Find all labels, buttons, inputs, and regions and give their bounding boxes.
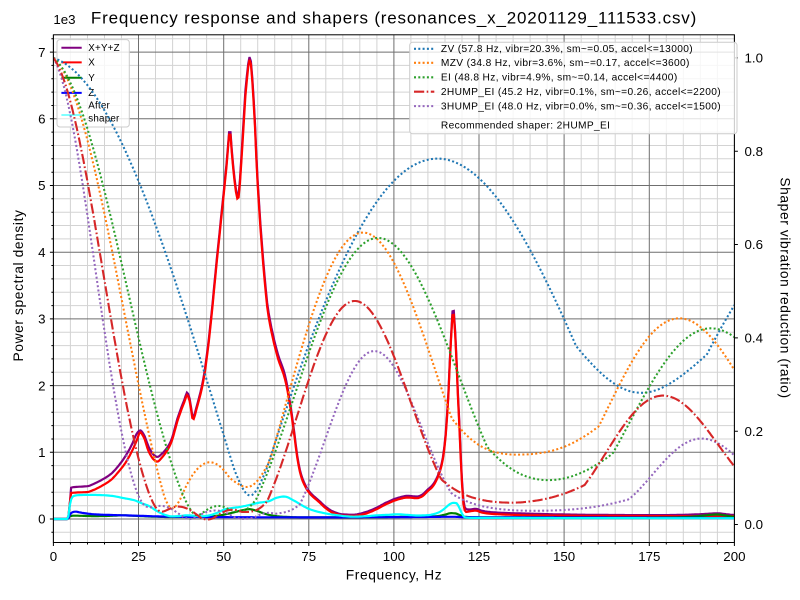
svg-text:2HUMP_EI (45.2 Hz, vibr=0.1%,: 2HUMP_EI (45.2 Hz, vibr=0.1%, sm~=0.26, … bbox=[441, 87, 721, 98]
svg-text:X+Y+Z: X+Y+Z bbox=[88, 43, 120, 54]
svg-text:25: 25 bbox=[131, 549, 146, 564]
svg-text:0: 0 bbox=[38, 512, 45, 527]
svg-text:ZV (57.8 Hz, vibr=20.3%, sm~=0: ZV (57.8 Hz, vibr=20.3%, sm~=0.05, accel… bbox=[441, 44, 693, 55]
svg-text:5: 5 bbox=[38, 178, 45, 193]
svg-text:0.0: 0.0 bbox=[745, 517, 764, 532]
svg-text:0.2: 0.2 bbox=[745, 424, 764, 439]
svg-text:100: 100 bbox=[383, 549, 405, 564]
svg-text:50: 50 bbox=[216, 549, 231, 564]
svg-text:Z: Z bbox=[88, 88, 94, 99]
svg-text:EI (48.8 Hz, vibr=4.9%, sm~=0.: EI (48.8 Hz, vibr=4.9%, sm~=0.14, accel<… bbox=[441, 73, 678, 84]
svg-text:Shaper vibration reduction (ra: Shaper vibration reduction (ratio) bbox=[778, 177, 793, 398]
svg-text:75: 75 bbox=[301, 549, 316, 564]
svg-text:0.4: 0.4 bbox=[745, 331, 764, 346]
svg-text:7: 7 bbox=[38, 45, 45, 60]
svg-text:6: 6 bbox=[38, 112, 45, 127]
svg-text:150: 150 bbox=[553, 549, 575, 564]
svg-text:3: 3 bbox=[38, 312, 45, 327]
svg-text:Y: Y bbox=[88, 73, 95, 84]
svg-text:0: 0 bbox=[50, 549, 57, 564]
svg-text:Recommended shaper: 2HUMP_EI: Recommended shaper: 2HUMP_EI bbox=[441, 120, 610, 131]
svg-text:1: 1 bbox=[38, 445, 45, 460]
svg-text:2: 2 bbox=[38, 378, 45, 393]
svg-text:125: 125 bbox=[468, 549, 490, 564]
svg-text:After: After bbox=[88, 100, 110, 111]
svg-text:shaper: shaper bbox=[88, 114, 120, 125]
svg-text:3HUMP_EI (48.0 Hz, vibr=0.0%,: 3HUMP_EI (48.0 Hz, vibr=0.0%, sm~=0.36, … bbox=[441, 101, 721, 112]
svg-text:1e3: 1e3 bbox=[53, 12, 75, 27]
svg-text:0.6: 0.6 bbox=[745, 237, 764, 252]
svg-text:MZV (34.8 Hz, vibr=3.6%, sm~=0: MZV (34.8 Hz, vibr=3.6%, sm~=0.17, accel… bbox=[441, 58, 690, 69]
svg-text:Frequency, Hz: Frequency, Hz bbox=[346, 568, 443, 583]
svg-text:200: 200 bbox=[723, 549, 745, 564]
svg-text:Power spectral density: Power spectral density bbox=[11, 210, 26, 362]
svg-text:175: 175 bbox=[638, 549, 660, 564]
svg-text:4: 4 bbox=[38, 245, 45, 260]
svg-text:X: X bbox=[88, 58, 95, 69]
svg-text:Frequency response and shapers: Frequency response and shapers (resonanc… bbox=[91, 9, 697, 28]
svg-text:0.8: 0.8 bbox=[745, 144, 764, 159]
svg-text:1.0: 1.0 bbox=[745, 51, 764, 66]
